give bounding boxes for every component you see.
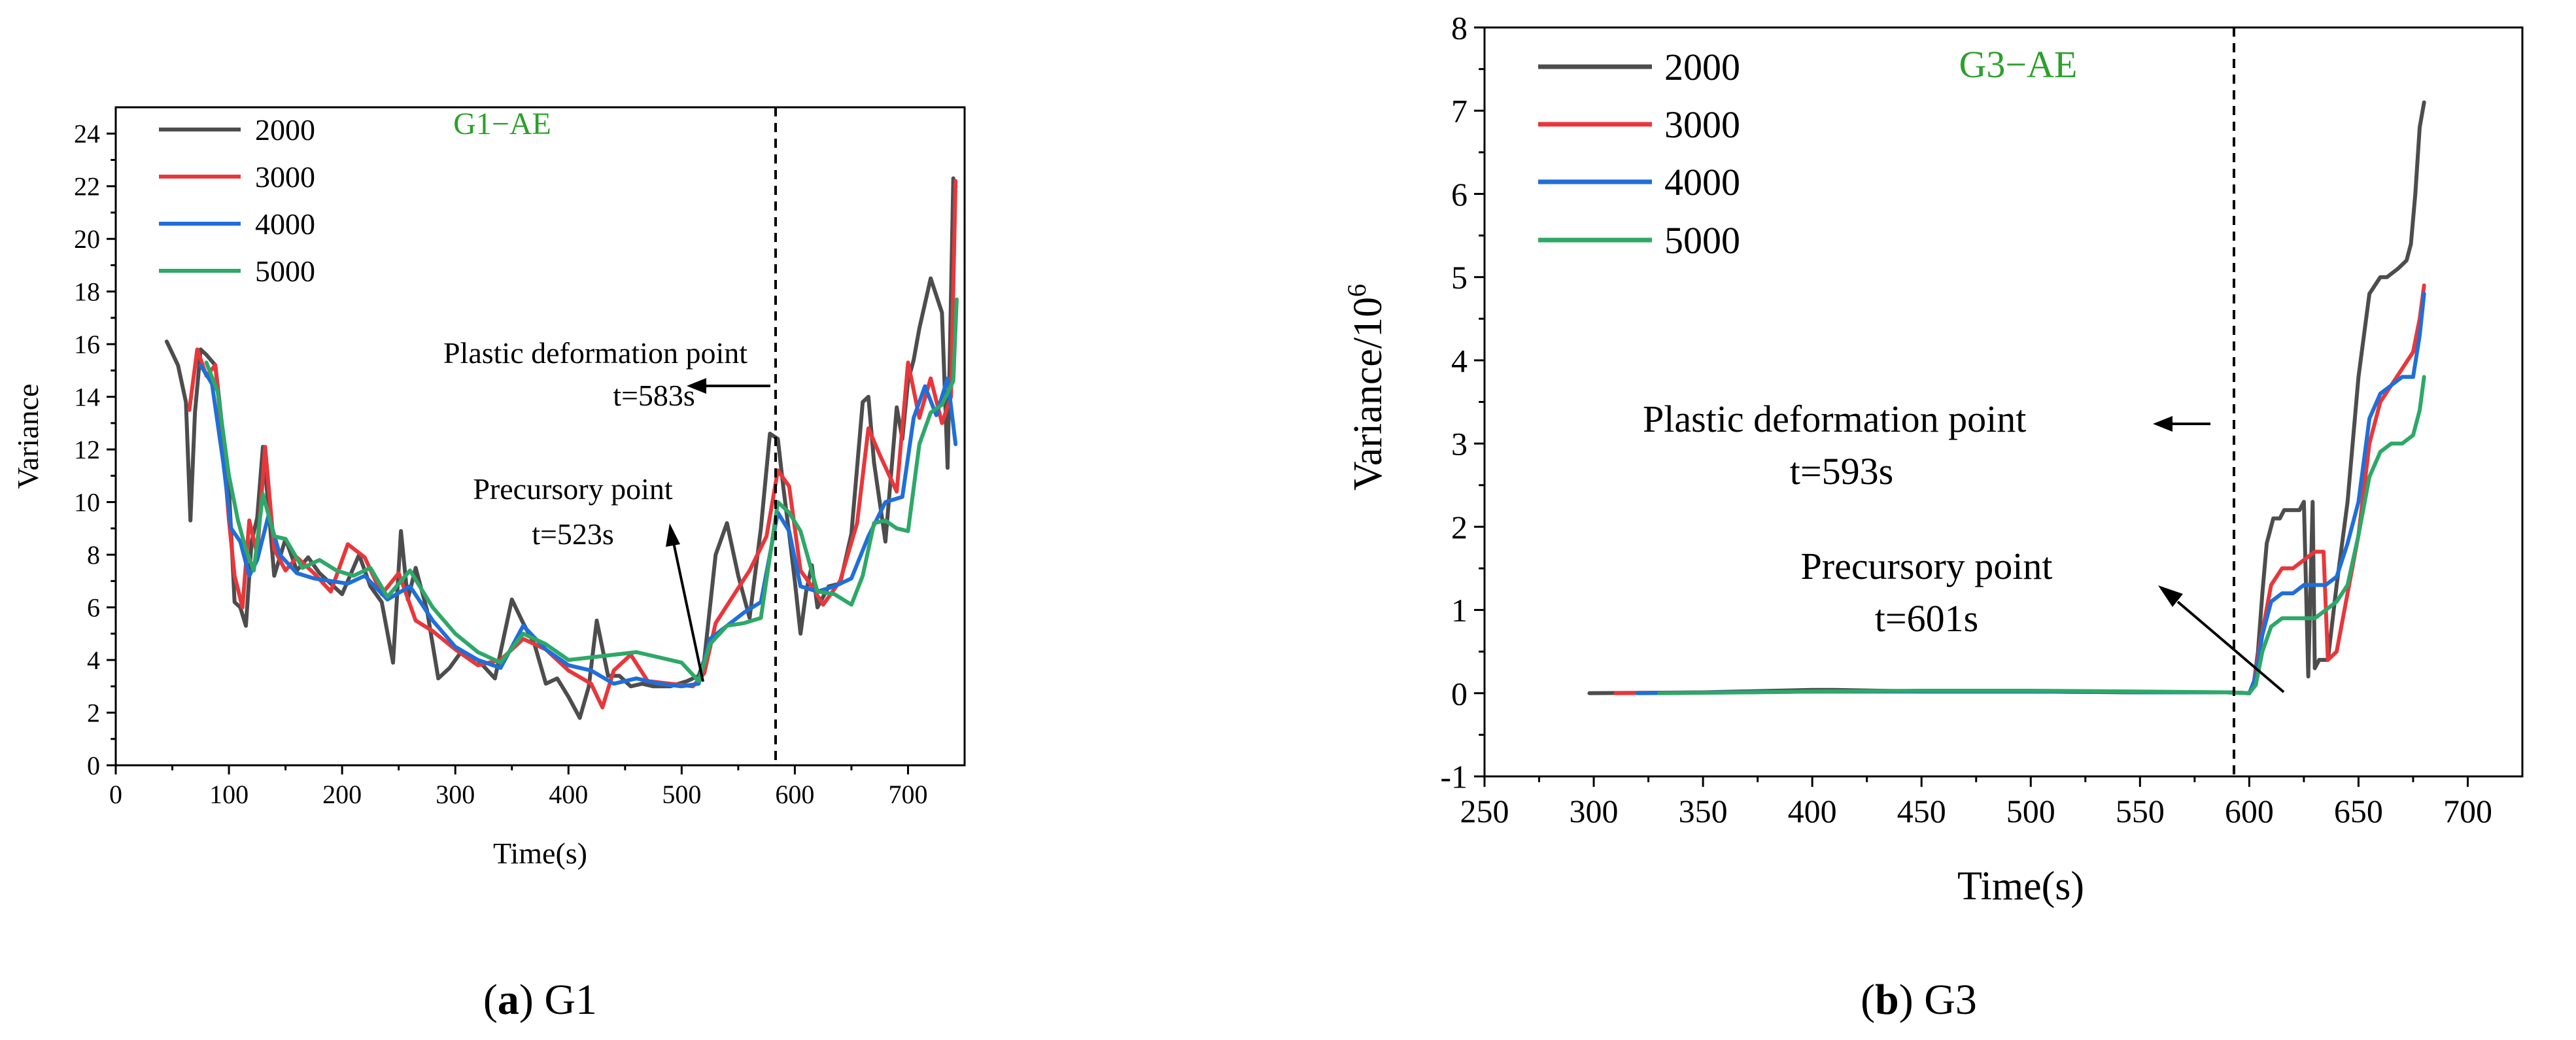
panel-a-y-axis-title: Variance [11,384,44,489]
a-y-tick-label-22: 22 [74,172,100,201]
b-y-tick-label-3: 3 [1451,426,1468,462]
b-y-tick-label-4: 4 [1451,342,1468,379]
panel-a-plastic-arrowhead [687,378,706,394]
b-y-tick-label-0: 0 [1451,675,1468,712]
a-series-4000-line [198,363,958,689]
panel-a-x-axis-title: Time(s) [493,837,587,870]
a-y-tick-label-18: 18 [74,277,100,307]
b-y-tick-label--1: -1 [1440,759,1468,795]
panel-a-title: G1−AE [453,107,551,141]
a-y-tick-label-2: 2 [87,699,100,728]
b-series-5000-line [1657,375,2426,695]
b-y-tick-label-7: 7 [1451,93,1468,130]
svg-text:Variance/106: Variance/106 [1342,284,1390,491]
a-y-tick-label-0: 0 [87,751,100,780]
panel-a-axes-frame [114,106,966,767]
panel-b-axes-frame [1483,26,2524,778]
panel-b-precursor-annotation-line1: Precursory point [1801,545,2053,587]
panel-a-precursor-arrow [672,542,704,682]
a-y-tick-label-24: 24 [74,119,100,148]
panel-a-plastic-annotation-line2: t=583s [613,379,695,412]
legend-b-2000-label: 2000 [1664,46,1740,88]
a-y-tick-label-8: 8 [87,540,100,570]
a-x-tick-label-300: 300 [436,780,475,809]
panel-b-x-axis-title: Time(s) [1957,864,2084,909]
caption-a-letter: a [498,976,519,1024]
panel-a-plot-area [116,107,965,765]
caption-b-rest: ) G3 [1899,976,1977,1024]
panel-b-plastic-arrowhead [2153,416,2172,432]
b-x-tick-label-700: 700 [2443,793,2492,829]
panel-b-title: G3−AE [1959,43,2078,86]
b-y-tick-label-6: 6 [1451,176,1468,213]
panel-b-y-axis-title-sup: 6 [1342,284,1371,297]
a-y-tick-label-6: 6 [87,593,100,623]
b-x-tick-label-500: 500 [2006,793,2055,829]
a-x-tick-label-0: 0 [109,780,122,809]
panel-a-legend: 2000 3000 4000 5000 [159,113,315,288]
panel-a-plastic-annotation-line1: Plastic deformation point [443,336,747,370]
b-x-tick-label-450: 450 [1897,793,1946,829]
a-y-tick-label-10: 10 [74,488,100,517]
a-y-tick-label-14: 14 [74,383,100,412]
b-x-tick-label-350: 350 [1679,793,1728,829]
panel-b-chart: 250 300 350 400 450 500 550 600 650 700 -1 0 1 2 3 4 5 6 7… [1342,10,2524,909]
legend-a-4000-label: 4000 [255,207,315,241]
b-x-tick-label-300: 300 [1570,793,1619,829]
panel-a-chart: 0 100 200 300 400 500 600 700024681012141618202… [11,106,966,870]
legend-a-3000-label: 3000 [255,160,315,194]
panel-b-y-axis-title: Variance/106 [1342,284,1390,491]
panel-b-y-axis-title-main: Variance/10 [1346,297,1390,491]
a-x-tick-label-400: 400 [549,780,588,809]
a-y-tick-label-16: 16 [74,330,100,359]
panel-a-ticks: 0 100 200 300 400 500 600 700024681012141618202… [74,119,927,809]
legend-b-5000-label: 5000 [1664,219,1740,262]
caption-a: (a) G1 [483,976,597,1024]
b-x-tick-label-600: 600 [2225,793,2274,829]
panel-b-legend: 2000 3000 4000 5000 [1538,46,1740,262]
b-y-tick-label-1: 1 [1451,592,1468,629]
legend-a-5000-label: 5000 [255,254,315,288]
b-y-tick-label-8: 8 [1451,10,1468,46]
b-y-tick-label-5: 5 [1451,259,1468,296]
caption-a-rest: ) G1 [519,976,597,1024]
legend-b-3000-label: 3000 [1664,103,1740,146]
a-series-5000-line [204,297,959,684]
b-x-tick-label-650: 650 [2334,793,2383,829]
b-x-tick-label-400: 400 [1788,793,1837,829]
legend-a-2000-label: 2000 [255,113,315,147]
a-x-tick-label-100: 100 [209,780,249,809]
panel-a-precursor-annotation-line1: Precursory point [473,472,673,506]
a-y-tick-label-4: 4 [87,646,100,675]
panel-b-plastic-annotation-line2: t=593s [1790,450,1893,493]
a-y-tick-label-12: 12 [74,435,100,464]
panel-a-series [164,176,959,720]
caption-b-open: ( [1861,976,1875,1024]
a-x-tick-label-700: 700 [888,780,927,809]
panel-a-precursor-annotation-line2: t=523s [532,517,614,551]
panel-b-ticks: 250 300 350 400 450 500 550 600 650 700 -1 0 1 2 3 4 5 6 7… [1440,10,2492,830]
panel-b-plot-area [1485,27,2522,776]
panel-b-precursor-annotation-line2: t=601s [1875,597,1978,640]
caption-b: (b) G3 [1861,976,1977,1024]
a-y-tick-label-20: 20 [74,224,100,254]
b-x-tick-label-250: 250 [1460,793,1509,829]
panel-b-plastic-annotation-line1: Plastic deformation point [1643,398,2026,440]
legend-b-4000-label: 4000 [1664,161,1740,203]
caption-b-letter: b [1875,976,1899,1024]
panel-a-precursor-arrowhead [666,523,680,547]
panel-b-series [1587,100,2426,695]
caption-a-open: ( [483,976,498,1024]
panel-b-precursor-arrow [2176,600,2285,693]
a-x-tick-label-200: 200 [322,780,362,809]
panel-b-precursor-arrowhead [2158,585,2183,607]
a-x-tick-label-500: 500 [662,780,701,809]
b-y-tick-label-2: 2 [1451,509,1468,546]
a-x-tick-label-600: 600 [775,780,814,809]
b-x-tick-label-550: 550 [2116,793,2165,829]
